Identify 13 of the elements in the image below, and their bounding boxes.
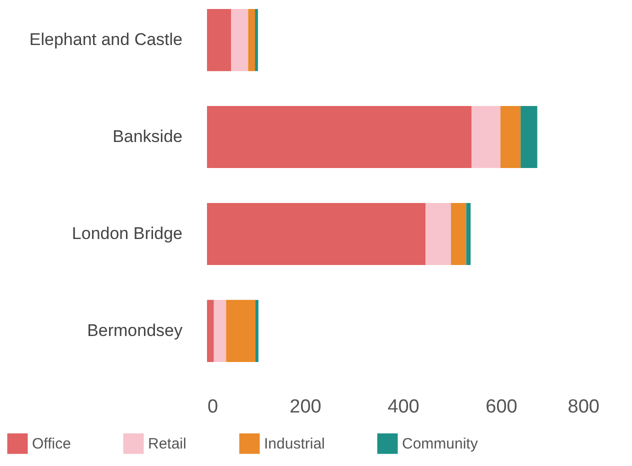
x-tick-label: 800 xyxy=(568,396,600,418)
y-tick-label: Elephant and Castle xyxy=(29,30,182,50)
legend-label: Community xyxy=(402,436,478,453)
x-tick-label: 400 xyxy=(388,396,420,418)
legend-label: Retail xyxy=(148,436,186,453)
x-tick-label: 600 xyxy=(486,396,518,418)
legend-label: Office xyxy=(32,436,71,453)
x-tick-label: 0 xyxy=(208,396,218,418)
y-tick-label: Bankside xyxy=(112,127,182,146)
x-tick-label: 200 xyxy=(290,396,322,418)
legend-label: Industrial xyxy=(264,436,325,453)
y-tick-label: London Bridge xyxy=(72,224,182,243)
y-tick-label: Bermondsey xyxy=(87,320,183,340)
